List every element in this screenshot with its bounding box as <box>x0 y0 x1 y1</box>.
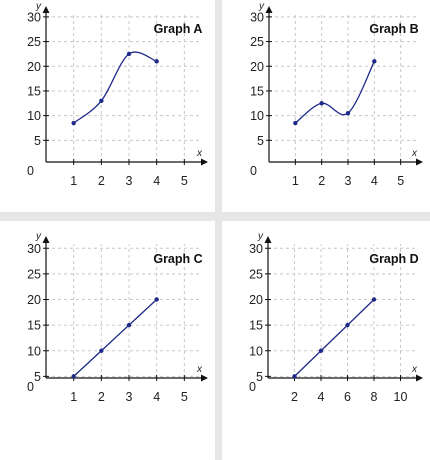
y-axis-arrow-icon <box>42 236 50 243</box>
x-axis-label: x <box>411 364 418 375</box>
chart-graph-d: 2 4 6 8 10 5 10 15 20 25 30 0 x y Graph D <box>249 231 423 404</box>
series-line <box>294 299 375 377</box>
y-tick-label: 25 <box>27 267 41 281</box>
y-tick-label: 30 <box>249 242 263 256</box>
x-tick-label: 1 <box>292 174 299 188</box>
data-point <box>154 59 159 64</box>
data-point <box>292 374 297 379</box>
x-axis-label: x <box>196 148 203 159</box>
y-tick-label: 20 <box>27 60 41 74</box>
x-axis-label: x <box>411 148 418 159</box>
y-tick-label: 10 <box>27 344 41 358</box>
y-tick-label: 5 <box>34 370 41 384</box>
y-axis-arrow-icon <box>264 236 272 243</box>
chart-title: Graph C <box>153 252 202 266</box>
panel-graph-d: 2 4 6 8 10 5 10 15 20 25 30 0 x y Graph D <box>222 221 430 460</box>
x-axis-arrow-icon <box>201 158 208 166</box>
y-tick-label: 5 <box>256 370 263 384</box>
x-axis-arrow-icon <box>416 158 423 166</box>
y-axis-arrow-icon <box>42 6 50 13</box>
x-tick-label: 4 <box>371 174 378 188</box>
x-tick-label: 3 <box>126 390 133 404</box>
y-axis-label: y <box>35 1 42 12</box>
x-tick-label: 5 <box>181 390 188 404</box>
y-tick-label: 5 <box>257 134 264 148</box>
y-tick-label: 30 <box>250 10 264 24</box>
panel-graph-a: 1 2 3 4 5 5 10 15 20 25 30 0 x y Graph A <box>0 0 215 212</box>
y-tick-label: 10 <box>27 109 41 123</box>
y-tick-label: 20 <box>249 293 263 307</box>
panel-graph-c: 1 2 3 4 5 5 10 15 20 25 30 0 x y Graph C <box>0 221 215 460</box>
x-axis-arrow-icon <box>201 374 208 382</box>
x-tick-label: 5 <box>181 174 188 188</box>
data-point <box>371 297 377 302</box>
x-tick-label: 2 <box>318 174 325 188</box>
y-tick-label: 25 <box>250 35 264 49</box>
x-tick-label: 2 <box>98 390 105 404</box>
y-axis-label: y <box>258 1 265 12</box>
panel-graph-b: 1 2 3 4 5 5 10 15 20 25 30 0 x y Graph B <box>222 0 430 212</box>
data-point <box>71 120 76 126</box>
chart-title: Graph B <box>369 22 418 36</box>
chart-title: Graph A <box>154 22 203 36</box>
chart-graph-a: 1 2 3 4 5 5 10 15 20 25 30 0 x y Graph A <box>27 1 208 188</box>
x-tick-label: 10 <box>394 390 408 404</box>
x-tick-label: 1 <box>70 390 77 404</box>
data-point <box>126 51 132 57</box>
y-tick-label: 25 <box>27 35 41 49</box>
origin-label: 0 <box>250 164 257 178</box>
series-line <box>294 61 375 124</box>
y-tick-label: 15 <box>249 319 263 333</box>
x-tick-label: 3 <box>345 174 352 188</box>
x-axis-label: x <box>196 364 203 375</box>
y-tick-label: 20 <box>27 293 41 307</box>
data-point <box>345 322 350 328</box>
data-point <box>99 348 104 353</box>
x-tick-label: 4 <box>153 174 160 188</box>
data-point <box>154 297 159 302</box>
y-tick-label: 15 <box>27 319 41 333</box>
data-point <box>293 120 298 126</box>
y-axis-label: y <box>35 231 42 242</box>
origin-label: 0 <box>27 164 34 178</box>
series-line <box>73 299 158 377</box>
series-line <box>73 51 157 124</box>
y-tick-label: 15 <box>250 84 264 98</box>
y-tick-label: 20 <box>250 60 264 74</box>
chart-graph-c: 1 2 3 4 5 5 10 15 20 25 30 0 x y Graph C <box>27 231 208 404</box>
x-axis-arrow-icon <box>416 374 423 382</box>
data-point <box>126 322 132 328</box>
data-point <box>318 348 324 353</box>
x-tick-label: 3 <box>126 174 133 188</box>
x-tick-label: 5 <box>397 174 404 188</box>
data-point <box>99 98 104 104</box>
data-point <box>345 110 351 116</box>
x-tick-label: 6 <box>344 390 351 404</box>
y-tick-label: 10 <box>249 344 263 358</box>
y-axis-label: y <box>257 231 264 242</box>
y-tick-label: 5 <box>34 134 41 148</box>
chart-graph-b: 1 2 3 4 5 5 10 15 20 25 30 0 x y Graph B <box>250 1 423 188</box>
y-tick-label: 10 <box>250 109 264 123</box>
data-point <box>372 59 377 64</box>
data-point <box>319 101 324 106</box>
x-tick-label: 1 <box>70 174 77 188</box>
x-tick-label: 2 <box>291 390 298 404</box>
origin-label: 0 <box>27 380 34 394</box>
data-point <box>71 374 76 379</box>
y-tick-label: 15 <box>27 84 41 98</box>
origin-label: 0 <box>249 380 256 394</box>
x-tick-label: 4 <box>318 390 325 404</box>
y-tick-label: 25 <box>249 267 263 281</box>
chart-title: Graph D <box>369 252 418 266</box>
y-tick-label: 30 <box>27 10 41 24</box>
y-axis-arrow-icon <box>265 6 273 13</box>
x-tick-label: 2 <box>98 174 105 188</box>
x-tick-label: 8 <box>371 390 378 404</box>
y-tick-label: 30 <box>27 242 41 256</box>
x-tick-label: 4 <box>153 390 160 404</box>
